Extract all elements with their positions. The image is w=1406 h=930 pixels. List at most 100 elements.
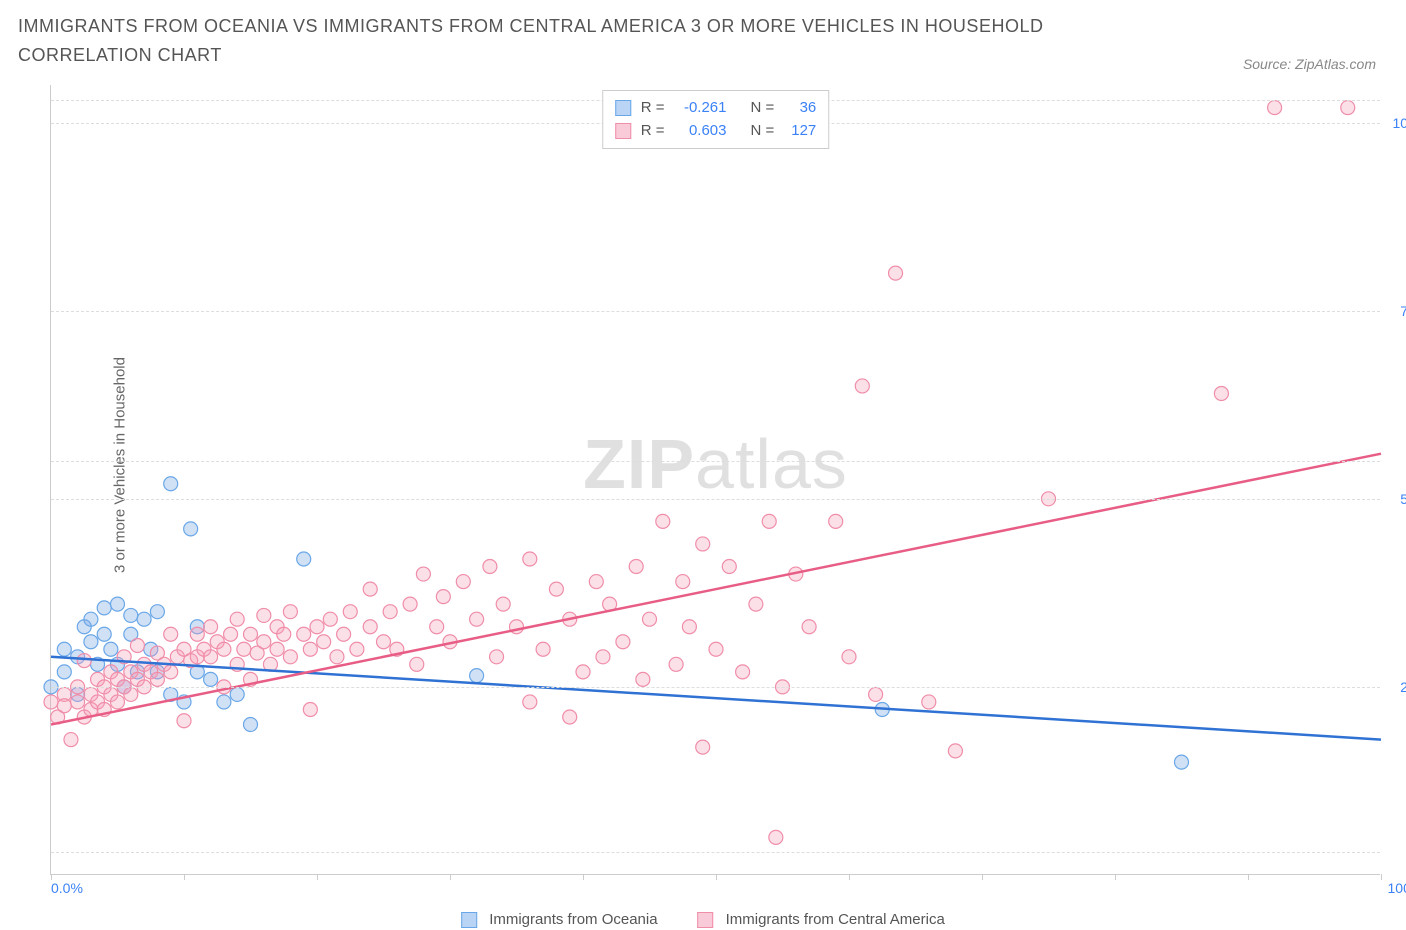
scatter-point-central_america	[44, 695, 58, 709]
scatter-point-central_america	[922, 695, 936, 709]
legend-bottom: Immigrants from Oceania Immigrants from C…	[461, 911, 945, 928]
legend-stats-row: R =-0.261N =36	[615, 97, 817, 120]
r-label: R =	[641, 97, 665, 120]
r-value: 0.603	[671, 120, 727, 143]
legend-label: Immigrants from Central America	[726, 911, 945, 928]
scatter-point-central_america	[224, 627, 238, 641]
scatter-point-oceania	[137, 612, 151, 626]
x-tick-mark	[184, 874, 185, 880]
scatter-point-central_america	[130, 639, 144, 653]
scatter-point-oceania	[124, 608, 138, 622]
scatter-point-oceania	[164, 477, 178, 491]
scatter-point-central_america	[257, 635, 271, 649]
scatter-point-central_america	[669, 657, 683, 671]
scatter-point-central_america	[589, 575, 603, 589]
scatter-point-central_america	[303, 702, 317, 716]
scatter-point-central_america	[676, 575, 690, 589]
y-tick-label: 50.0%	[1400, 491, 1406, 507]
scatter-point-central_america	[244, 627, 258, 641]
scatter-point-central_america	[829, 514, 843, 528]
scatter-point-central_america	[363, 620, 377, 634]
scatter-point-central_america	[270, 642, 284, 656]
scatter-point-central_america	[410, 657, 424, 671]
gridline	[51, 852, 1380, 853]
legend-label: Immigrants from Oceania	[489, 911, 657, 928]
scatter-point-central_america	[536, 642, 550, 656]
scatter-point-central_america	[217, 642, 231, 656]
scatter-point-central_america	[1341, 101, 1355, 115]
scatter-point-central_america	[629, 560, 643, 574]
scatter-point-central_america	[177, 714, 191, 728]
scatter-point-central_america	[1268, 101, 1282, 115]
scatter-point-oceania	[84, 612, 98, 626]
gridline	[51, 687, 1380, 688]
scatter-point-central_america	[383, 605, 397, 619]
scatter-point-oceania	[244, 718, 258, 732]
scatter-point-central_america	[297, 627, 311, 641]
plot-svg	[51, 85, 1381, 875]
scatter-point-central_america	[1214, 386, 1228, 400]
legend-swatch	[615, 123, 631, 139]
x-tick-min: 0.0%	[51, 880, 83, 896]
scatter-point-central_america	[523, 552, 537, 566]
scatter-point-central_america	[64, 733, 78, 747]
scatter-point-central_america	[842, 650, 856, 664]
x-tick-max: 100.0%	[1388, 880, 1406, 896]
legend-swatch	[615, 100, 631, 116]
n-value: 36	[780, 97, 816, 120]
scatter-point-oceania	[297, 552, 311, 566]
scatter-point-central_america	[576, 665, 590, 679]
scatter-point-central_america	[436, 590, 450, 604]
plot-region: ZIPatlas R =-0.261N =36R =0.603N =127 25…	[50, 85, 1380, 875]
gridline	[51, 311, 1380, 312]
scatter-point-central_america	[869, 687, 883, 701]
x-tick-mark	[849, 874, 850, 880]
scatter-point-central_america	[643, 612, 657, 626]
scatter-point-oceania	[470, 669, 484, 683]
scatter-point-oceania	[57, 642, 71, 656]
scatter-point-central_america	[124, 687, 138, 701]
scatter-point-central_america	[71, 695, 85, 709]
scatter-point-central_america	[190, 627, 204, 641]
scatter-point-oceania	[97, 627, 111, 641]
scatter-point-central_america	[363, 582, 377, 596]
scatter-point-central_america	[204, 650, 218, 664]
scatter-point-central_america	[496, 597, 510, 611]
legend-item: Immigrants from Central America	[698, 911, 945, 928]
scatter-point-central_america	[563, 710, 577, 724]
scatter-point-central_america	[77, 654, 91, 668]
scatter-point-central_america	[230, 612, 244, 626]
scatter-point-central_america	[736, 665, 750, 679]
scatter-point-oceania	[84, 635, 98, 649]
legend-stats-row: R =0.603N =127	[615, 120, 817, 143]
scatter-point-central_america	[237, 642, 251, 656]
scatter-point-central_america	[456, 575, 470, 589]
scatter-point-central_america	[696, 537, 710, 551]
chart-area: ZIPatlas R =-0.261N =36R =0.603N =127 25…	[50, 85, 1380, 875]
scatter-point-central_america	[323, 612, 337, 626]
scatter-point-central_america	[416, 567, 430, 581]
scatter-point-central_america	[549, 582, 563, 596]
scatter-point-central_america	[682, 620, 696, 634]
n-value: 127	[780, 120, 816, 143]
scatter-point-central_america	[470, 612, 484, 626]
scatter-point-central_america	[948, 744, 962, 758]
scatter-point-central_america	[343, 605, 357, 619]
scatter-point-central_america	[490, 650, 504, 664]
scatter-point-central_america	[709, 642, 723, 656]
x-tick-mark	[1115, 874, 1116, 880]
scatter-point-central_america	[855, 379, 869, 393]
scatter-point-oceania	[184, 522, 198, 536]
scatter-point-central_america	[330, 650, 344, 664]
scatter-point-central_america	[636, 672, 650, 686]
scatter-point-central_america	[656, 514, 670, 528]
y-tick-label: 25.0%	[1400, 679, 1406, 695]
scatter-point-oceania	[150, 605, 164, 619]
source-label: Source: ZipAtlas.com	[1243, 56, 1376, 72]
scatter-point-central_america	[749, 597, 763, 611]
scatter-point-central_america	[722, 560, 736, 574]
scatter-point-central_america	[483, 560, 497, 574]
scatter-point-central_america	[762, 514, 776, 528]
x-tick-mark	[1381, 874, 1382, 880]
scatter-point-oceania	[57, 665, 71, 679]
